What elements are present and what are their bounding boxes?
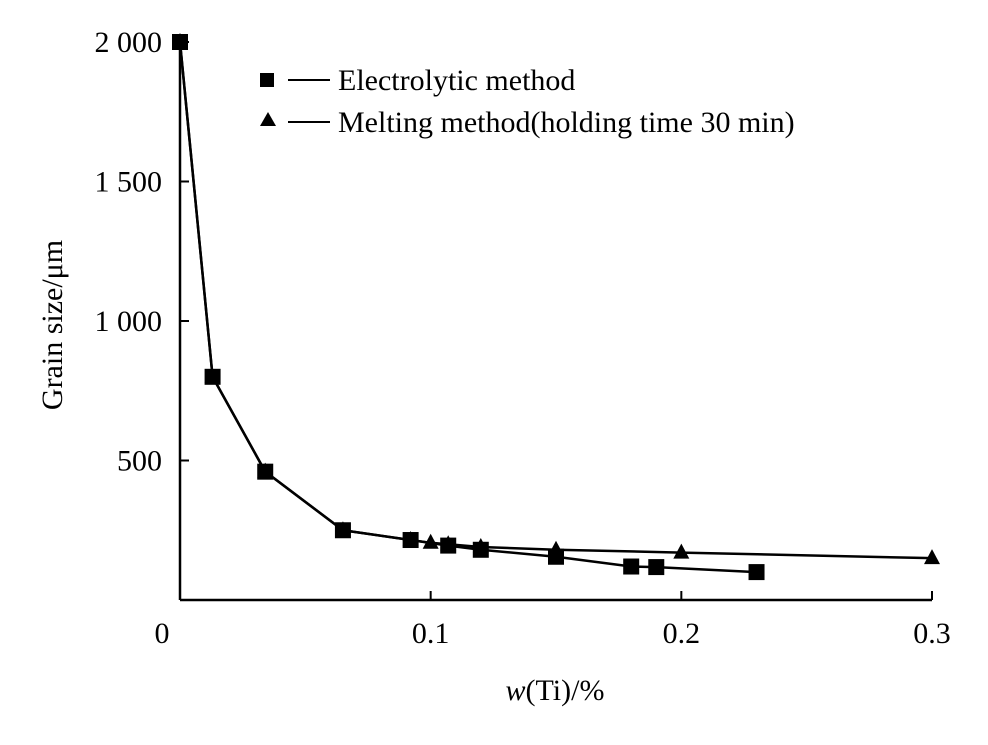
legend-label-melting: Melting method(holding time 30 min) [338,106,795,139]
data-point-electrolytic [172,34,188,50]
data-point-electrolytic [623,558,640,575]
data-point-electrolytic [257,463,274,480]
data-point-electrolytic [440,537,457,554]
data-point-electrolytic [648,559,665,576]
y-tick-label: 2 000 [95,26,163,59]
x-axis-title-variable: w [506,674,526,707]
data-point-electrolytic [334,522,351,539]
tick-labels: 0.1 0.2 0.3 500 1 000 1 500 2 000 0 [95,26,951,650]
origin-tick-label: 0 [155,617,170,650]
data-point-electrolytic [548,548,564,565]
data-point-electrolytic [402,532,419,549]
data-point-melting [924,549,940,565]
y-tick-label: 1 000 [95,305,163,338]
legend-triangle-marker-icon [260,112,276,126]
data-point-electrolytic [748,564,765,581]
legend[interactable]: Electrolytic method Melting method(holdi… [260,64,795,139]
x-tick-label: 0.1 [412,617,450,650]
legend-item-electrolytic[interactable]: Electrolytic method [260,64,575,97]
series-markers [172,33,940,581]
y-axis-title: Grain size/μm [36,240,69,410]
y-tick-label: 500 [117,445,162,478]
x-tick-label: 0.2 [663,617,701,650]
data-point-melting [673,543,690,559]
legend-square-marker-icon [260,73,274,87]
x-axis-title: w(Ti)/% [506,674,605,707]
x-tick-label: 0.3 [913,617,951,650]
y-tick-label: 1 500 [95,166,163,199]
legend-label-electrolytic: Electrolytic method [338,64,575,97]
data-point-electrolytic [204,368,221,385]
data-point-melting [422,533,439,549]
x-axis-title-rest: (Ti)/% [526,674,605,707]
legend-item-melting[interactable]: Melting method(holding time 30 min) [260,106,795,139]
data-point-electrolytic [472,541,489,558]
